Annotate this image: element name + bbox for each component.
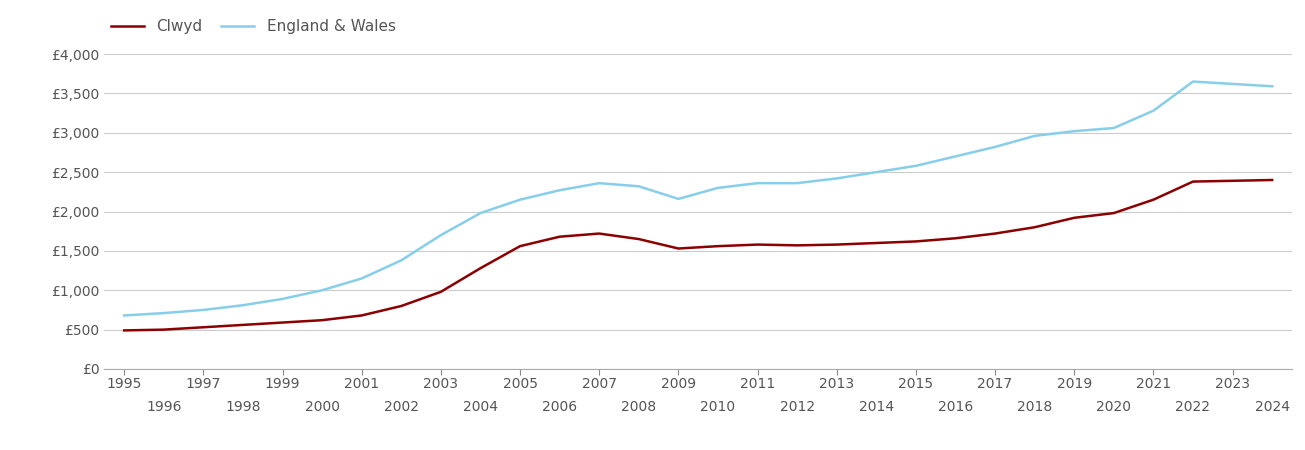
Clwyd bbox=[433, 289, 449, 294]
England & Wales bbox=[512, 197, 527, 202]
Clwyd bbox=[1146, 197, 1161, 202]
England & Wales bbox=[908, 163, 924, 168]
Text: 2004: 2004 bbox=[463, 400, 499, 414]
Clwyd bbox=[235, 322, 251, 328]
Clwyd bbox=[552, 234, 568, 239]
Clwyd bbox=[275, 320, 291, 325]
England & Wales bbox=[988, 144, 1004, 149]
Clwyd bbox=[988, 231, 1004, 236]
Clwyd bbox=[632, 236, 647, 242]
England & Wales bbox=[829, 176, 844, 181]
England & Wales bbox=[354, 276, 369, 281]
England & Wales bbox=[1265, 84, 1280, 89]
Text: 2012: 2012 bbox=[779, 400, 814, 414]
Clwyd bbox=[790, 243, 805, 248]
England & Wales bbox=[591, 180, 607, 186]
England & Wales bbox=[1185, 79, 1201, 84]
Clwyd bbox=[1265, 177, 1280, 183]
England & Wales bbox=[552, 188, 568, 193]
Clwyd bbox=[116, 328, 132, 333]
England & Wales bbox=[710, 185, 726, 191]
Clwyd bbox=[710, 243, 726, 249]
Clwyd bbox=[591, 231, 607, 236]
Clwyd bbox=[512, 243, 527, 249]
Legend: Clwyd, England & Wales: Clwyd, England & Wales bbox=[104, 13, 402, 40]
England & Wales bbox=[868, 169, 883, 175]
Line: Clwyd: Clwyd bbox=[124, 180, 1272, 330]
England & Wales bbox=[632, 184, 647, 189]
Clwyd bbox=[1027, 225, 1043, 230]
Clwyd bbox=[393, 303, 408, 309]
England & Wales bbox=[947, 154, 963, 159]
England & Wales bbox=[1105, 125, 1121, 130]
England & Wales bbox=[749, 180, 765, 186]
Text: 2024: 2024 bbox=[1254, 400, 1289, 414]
Text: 2016: 2016 bbox=[938, 400, 974, 414]
Text: 2020: 2020 bbox=[1096, 400, 1131, 414]
Text: 2006: 2006 bbox=[542, 400, 577, 414]
England & Wales bbox=[393, 257, 408, 263]
England & Wales bbox=[155, 310, 171, 316]
England & Wales bbox=[472, 210, 488, 216]
England & Wales bbox=[790, 180, 805, 186]
Clwyd bbox=[315, 317, 330, 323]
Clwyd bbox=[947, 236, 963, 241]
Text: 1996: 1996 bbox=[146, 400, 181, 414]
Text: 2014: 2014 bbox=[859, 400, 894, 414]
Text: 2010: 2010 bbox=[701, 400, 736, 414]
England & Wales bbox=[1146, 108, 1161, 113]
Clwyd bbox=[1105, 210, 1121, 216]
Clwyd bbox=[155, 327, 171, 332]
Line: England & Wales: England & Wales bbox=[124, 81, 1272, 315]
Clwyd bbox=[1185, 179, 1201, 184]
England & Wales bbox=[433, 232, 449, 238]
Clwyd bbox=[671, 246, 686, 251]
Text: 2018: 2018 bbox=[1017, 400, 1052, 414]
England & Wales bbox=[1027, 133, 1043, 139]
England & Wales bbox=[235, 302, 251, 308]
Clwyd bbox=[908, 238, 924, 244]
Text: 2002: 2002 bbox=[384, 400, 419, 414]
Text: 2008: 2008 bbox=[621, 400, 656, 414]
Text: 1998: 1998 bbox=[226, 400, 261, 414]
England & Wales bbox=[315, 288, 330, 293]
Text: 2022: 2022 bbox=[1176, 400, 1211, 414]
England & Wales bbox=[671, 196, 686, 202]
England & Wales bbox=[1224, 81, 1240, 86]
Clwyd bbox=[868, 240, 883, 246]
Clwyd bbox=[354, 313, 369, 318]
Clwyd bbox=[829, 242, 844, 248]
England & Wales bbox=[1066, 128, 1082, 134]
Clwyd bbox=[749, 242, 765, 248]
Clwyd bbox=[1224, 178, 1240, 184]
Text: 2000: 2000 bbox=[304, 400, 339, 414]
England & Wales bbox=[275, 296, 291, 302]
Clwyd bbox=[196, 324, 211, 330]
Clwyd bbox=[472, 266, 488, 271]
Clwyd bbox=[1066, 215, 1082, 220]
England & Wales bbox=[116, 313, 132, 318]
England & Wales bbox=[196, 307, 211, 313]
